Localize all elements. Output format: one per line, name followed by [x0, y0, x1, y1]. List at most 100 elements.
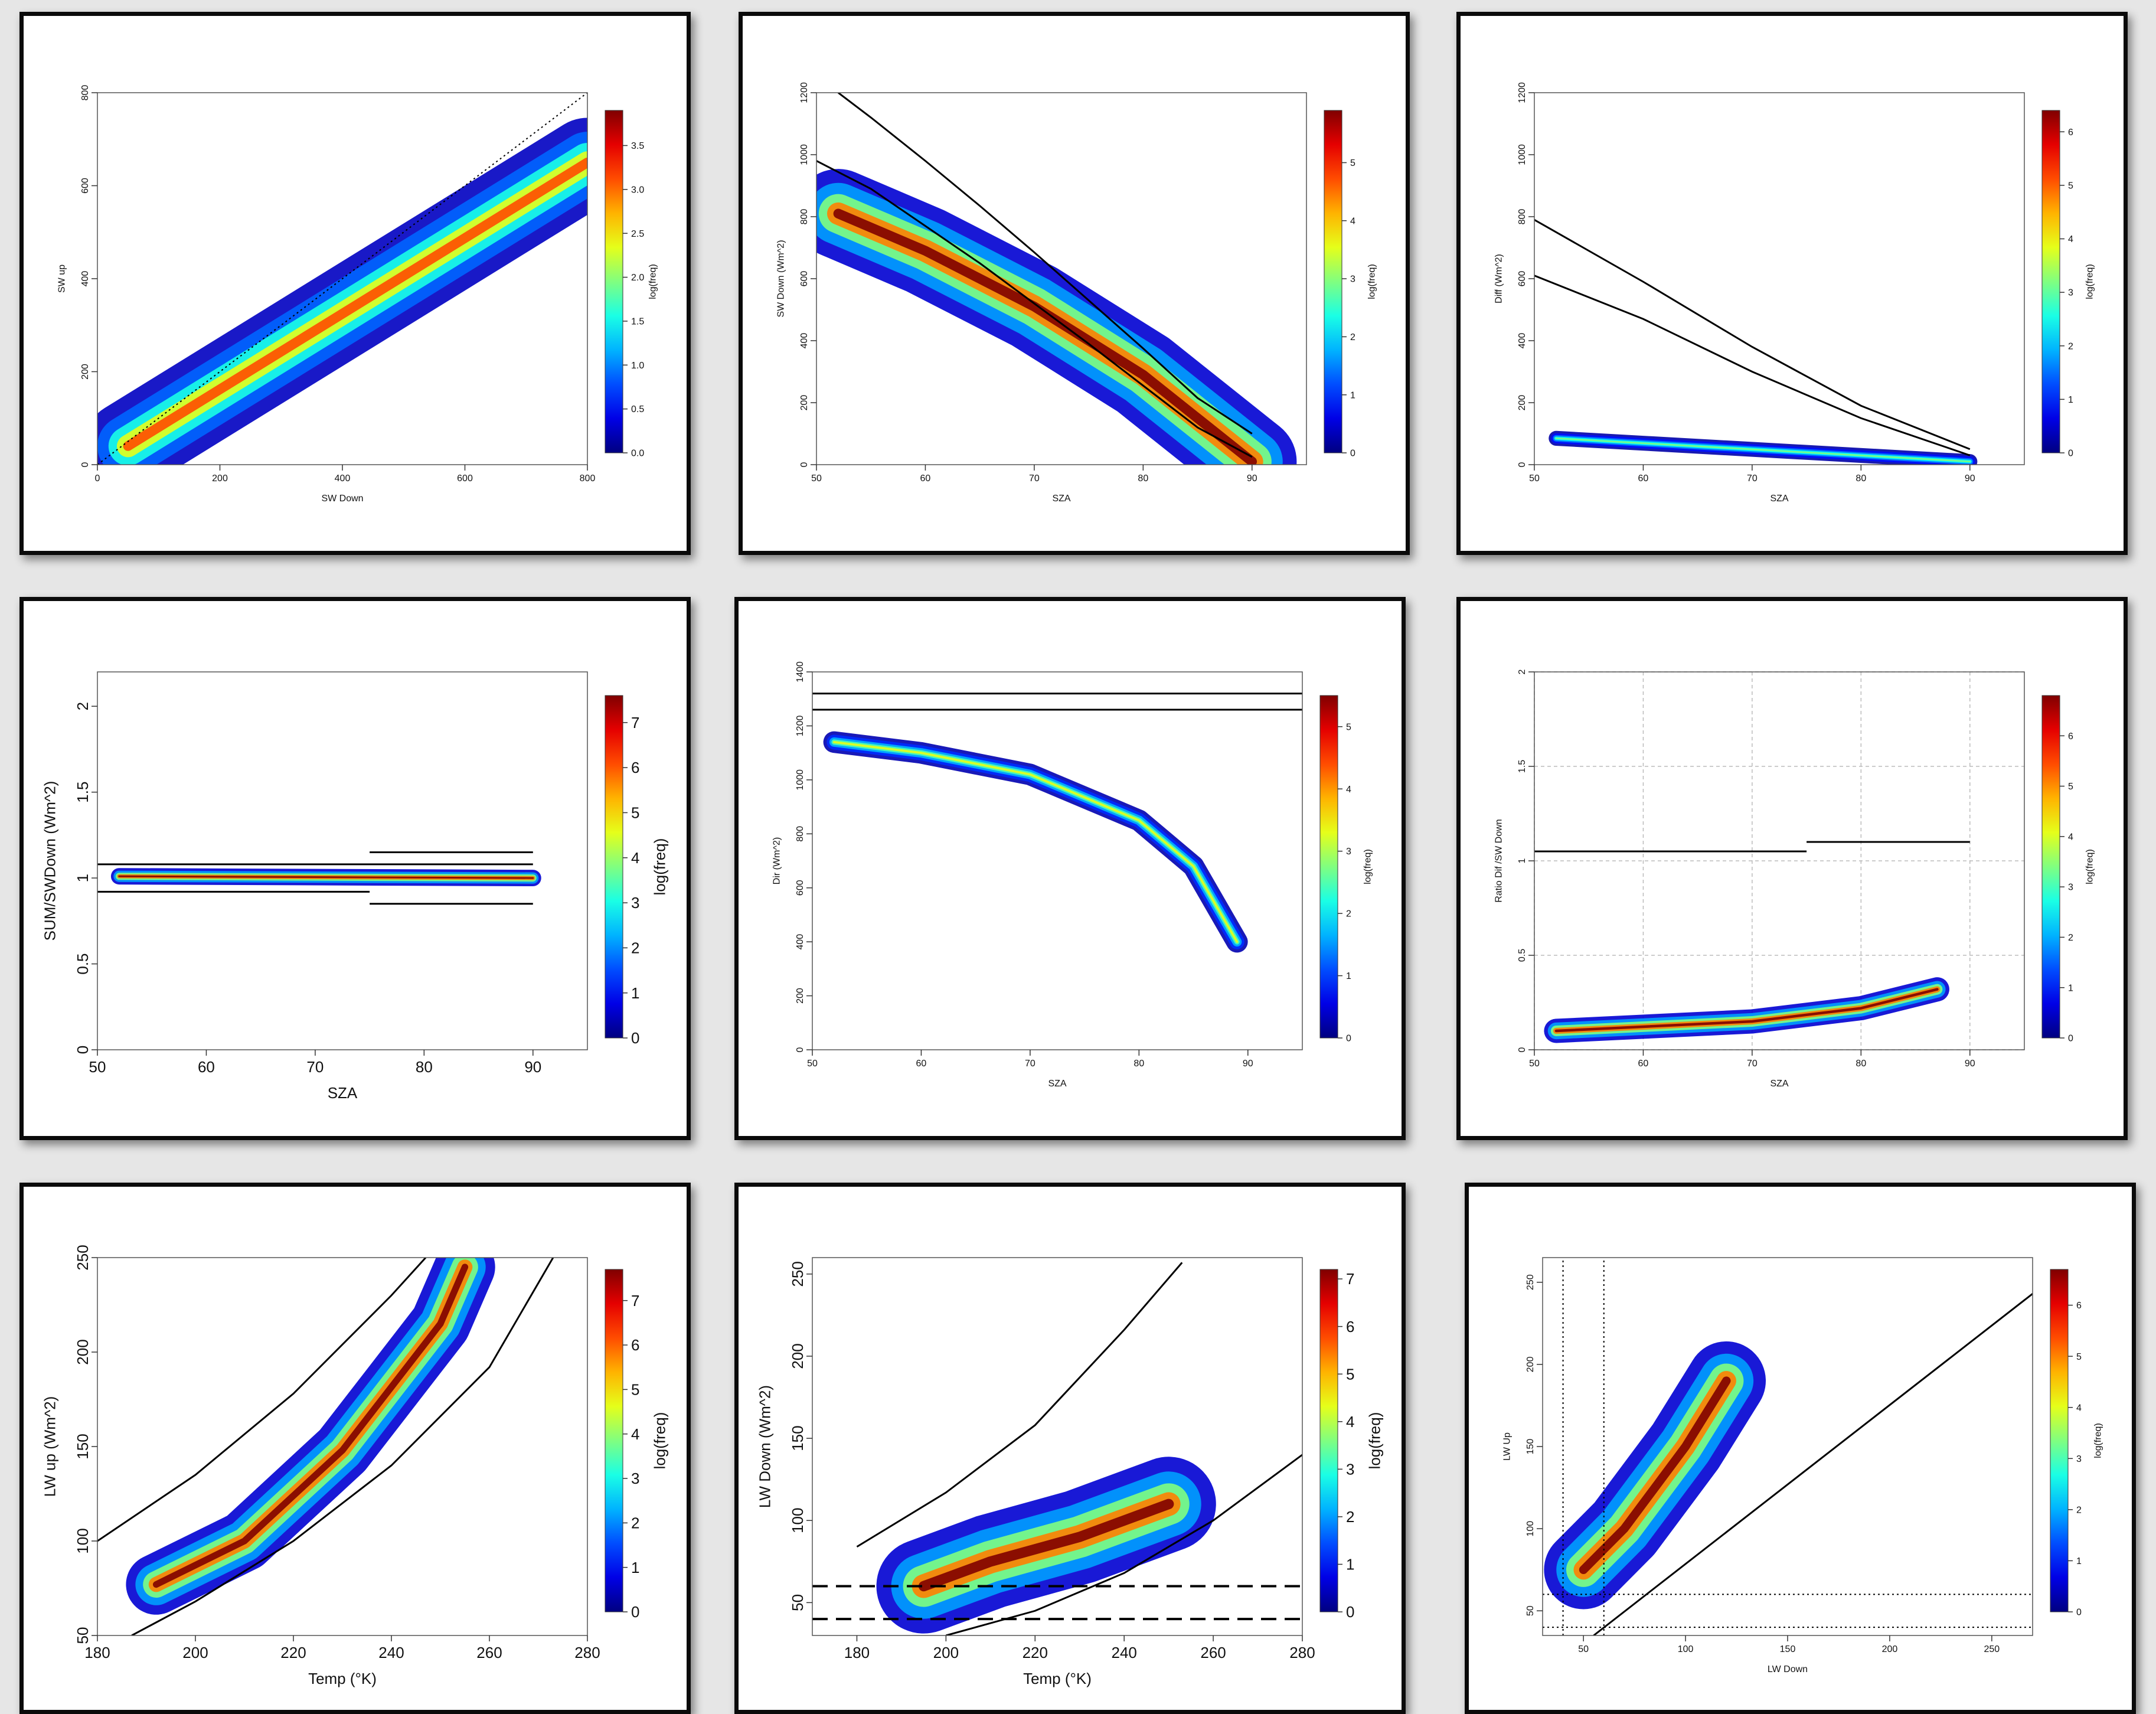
chart-svg-p4: 50 60 70 80 90 0 0.5 1 1.5 2 SZA SUM/SWDown (Wm^2) 0…	[41, 671, 669, 1102]
density-band	[153, 1264, 469, 1588]
x-tick-label: 50	[807, 1059, 818, 1069]
y-tick-label: 150	[74, 1434, 92, 1459]
density-layer	[97, 1258, 554, 1635]
x-tick-label: 60	[916, 1059, 927, 1069]
y-tick-label: 600	[795, 880, 805, 896]
plot-frame	[1534, 92, 2025, 465]
colorbar-tick-label: 0	[1350, 449, 1355, 459]
colorbar-label: log(freq)	[1367, 264, 1377, 299]
y-tick-label: 1000	[799, 144, 809, 165]
x-axis-label: SW Down	[321, 494, 363, 504]
colorbar-tick-label: 6	[631, 759, 639, 776]
colorbar	[605, 110, 623, 453]
y-tick-label: 800	[80, 85, 90, 101]
colorbar-tick-label: 1	[1346, 971, 1351, 981]
colorbar-tick-label: 4	[631, 1425, 639, 1443]
y-tick-label: 1200	[799, 82, 809, 103]
colorbar-tick-label: 1	[631, 984, 639, 1002]
reference-line	[837, 93, 1253, 435]
colorbar-tick-label: 7	[631, 1292, 639, 1310]
colorbar	[2041, 695, 2060, 1039]
panel-dir-vs-sza: 50 60 70 80 90 0 200 400 600 800 1000 1200 1400 SZA Di…	[734, 597, 1406, 1140]
x-axis-label: Temp (°K)	[1023, 1670, 1092, 1687]
x-tick-label: 50	[1529, 1059, 1540, 1069]
x-tick-label: 200	[933, 1644, 959, 1661]
colorbar	[1319, 695, 1338, 1039]
colorbar	[605, 695, 623, 1039]
y-tick-label: 1.5	[74, 782, 92, 803]
colorbar-tick-label: 5	[631, 804, 639, 822]
panel-lw-up-vs-lw-down: 50 100 150 200 250 50 100 150 200 250 LW Down LW Up…	[1465, 1183, 2136, 1714]
x-axis-label: SZA	[328, 1084, 358, 1102]
colorbar-tick-label: 3	[2068, 883, 2073, 893]
y-axis-label: LW Down (Wm^2)	[756, 1385, 773, 1508]
y-tick-label: 800	[1517, 209, 1527, 225]
y-tick-label: 800	[795, 826, 805, 842]
colorbar-tick-label: 3	[1346, 847, 1351, 857]
colorbar-tick-label: 0	[2068, 449, 2073, 459]
y-axis-label: SW Down (Wm^2)	[776, 240, 786, 317]
x-tick-label: 240	[1111, 1644, 1136, 1661]
x-tick-label: 90	[1965, 474, 1975, 484]
colorbar-tick-label: 3	[2068, 288, 2073, 298]
colorbar	[1319, 1269, 1338, 1612]
y-tick-label: 400	[799, 333, 809, 349]
x-tick-label: 70	[1029, 474, 1040, 484]
colorbar-tick-label: 5	[1346, 722, 1351, 732]
reference-line	[97, 1258, 427, 1542]
x-axis-label: SZA	[1770, 1079, 1788, 1089]
density-layer	[1534, 218, 1978, 465]
y-tick-label: 50	[1525, 1605, 1536, 1616]
x-tick-label: 260	[476, 1644, 502, 1661]
y-tick-label: 200	[799, 395, 809, 411]
colorbar-tick-label: 4	[1346, 785, 1351, 795]
x-tick-label: 80	[416, 1058, 433, 1076]
reference-line	[131, 1258, 554, 1635]
x-tick-label: 180	[84, 1644, 110, 1661]
y-tick-label: 200	[1525, 1356, 1536, 1372]
y-tick-label: 250	[789, 1261, 806, 1287]
colorbar-tick-label: 1	[1346, 1556, 1354, 1573]
x-tick-label: 220	[1023, 1644, 1048, 1661]
density-band	[832, 740, 1239, 943]
y-axis-label: Ratio Dif /SW Down	[1494, 819, 1504, 902]
x-tick-label: 50	[1529, 474, 1540, 484]
panel-sum-ratio-vs-sza: 50 60 70 80 90 0 0.5 1 1.5 2 SZA SUM/SWDown (Wm^2) 0…	[19, 597, 691, 1140]
x-tick-label: 200	[182, 1644, 208, 1661]
colorbar-tick-label: 6	[2076, 1301, 2082, 1311]
colorbar-tick-label: 0	[631, 1029, 639, 1047]
y-tick-label: 200	[80, 364, 90, 380]
colorbar-tick-label: 5	[1346, 1365, 1354, 1383]
panel-lw-up-vs-temp: 180 200 220 240 260 280 50 100 150 200 250 Temp (°K…	[19, 1183, 691, 1714]
density-band	[1555, 437, 1971, 463]
colorbar-tick-label: 1	[2076, 1556, 2082, 1566]
colorbar-label: log(freq)	[651, 838, 669, 896]
y-tick-label: 150	[789, 1425, 806, 1451]
x-tick-label: 60	[1638, 1059, 1649, 1069]
density-layer	[97, 93, 587, 465]
y-tick-label: 0	[74, 1046, 92, 1054]
colorbar	[1324, 110, 1342, 453]
x-tick-label: 60	[920, 474, 931, 484]
panel-lw-down-vs-temp: 180 200 220 240 260 280 50 100 150 200 250 Temp (°K…	[734, 1183, 1406, 1714]
colorbar-tick-label: 2	[631, 1514, 639, 1532]
y-tick-label: 600	[799, 271, 809, 287]
density-layer	[812, 1262, 1302, 1635]
plot-frame	[97, 671, 588, 1050]
x-tick-label: 280	[1289, 1644, 1315, 1661]
colorbar	[605, 1269, 623, 1612]
y-tick-label: 100	[1525, 1521, 1536, 1537]
x-tick-label: 0	[95, 474, 100, 484]
colorbar-tick-label: 3	[631, 894, 639, 912]
x-tick-label: 400	[335, 474, 351, 484]
y-axis-label: SW up	[57, 265, 67, 293]
x-tick-label: 800	[580, 474, 596, 484]
colorbar-tick-label: 3.5	[631, 141, 644, 151]
y-axis-label: LW up (Wm^2)	[41, 1396, 58, 1497]
x-tick-label: 260	[1200, 1644, 1226, 1661]
colorbar-tick-label: 0	[2068, 1034, 2073, 1044]
x-tick-label: 60	[198, 1058, 215, 1076]
